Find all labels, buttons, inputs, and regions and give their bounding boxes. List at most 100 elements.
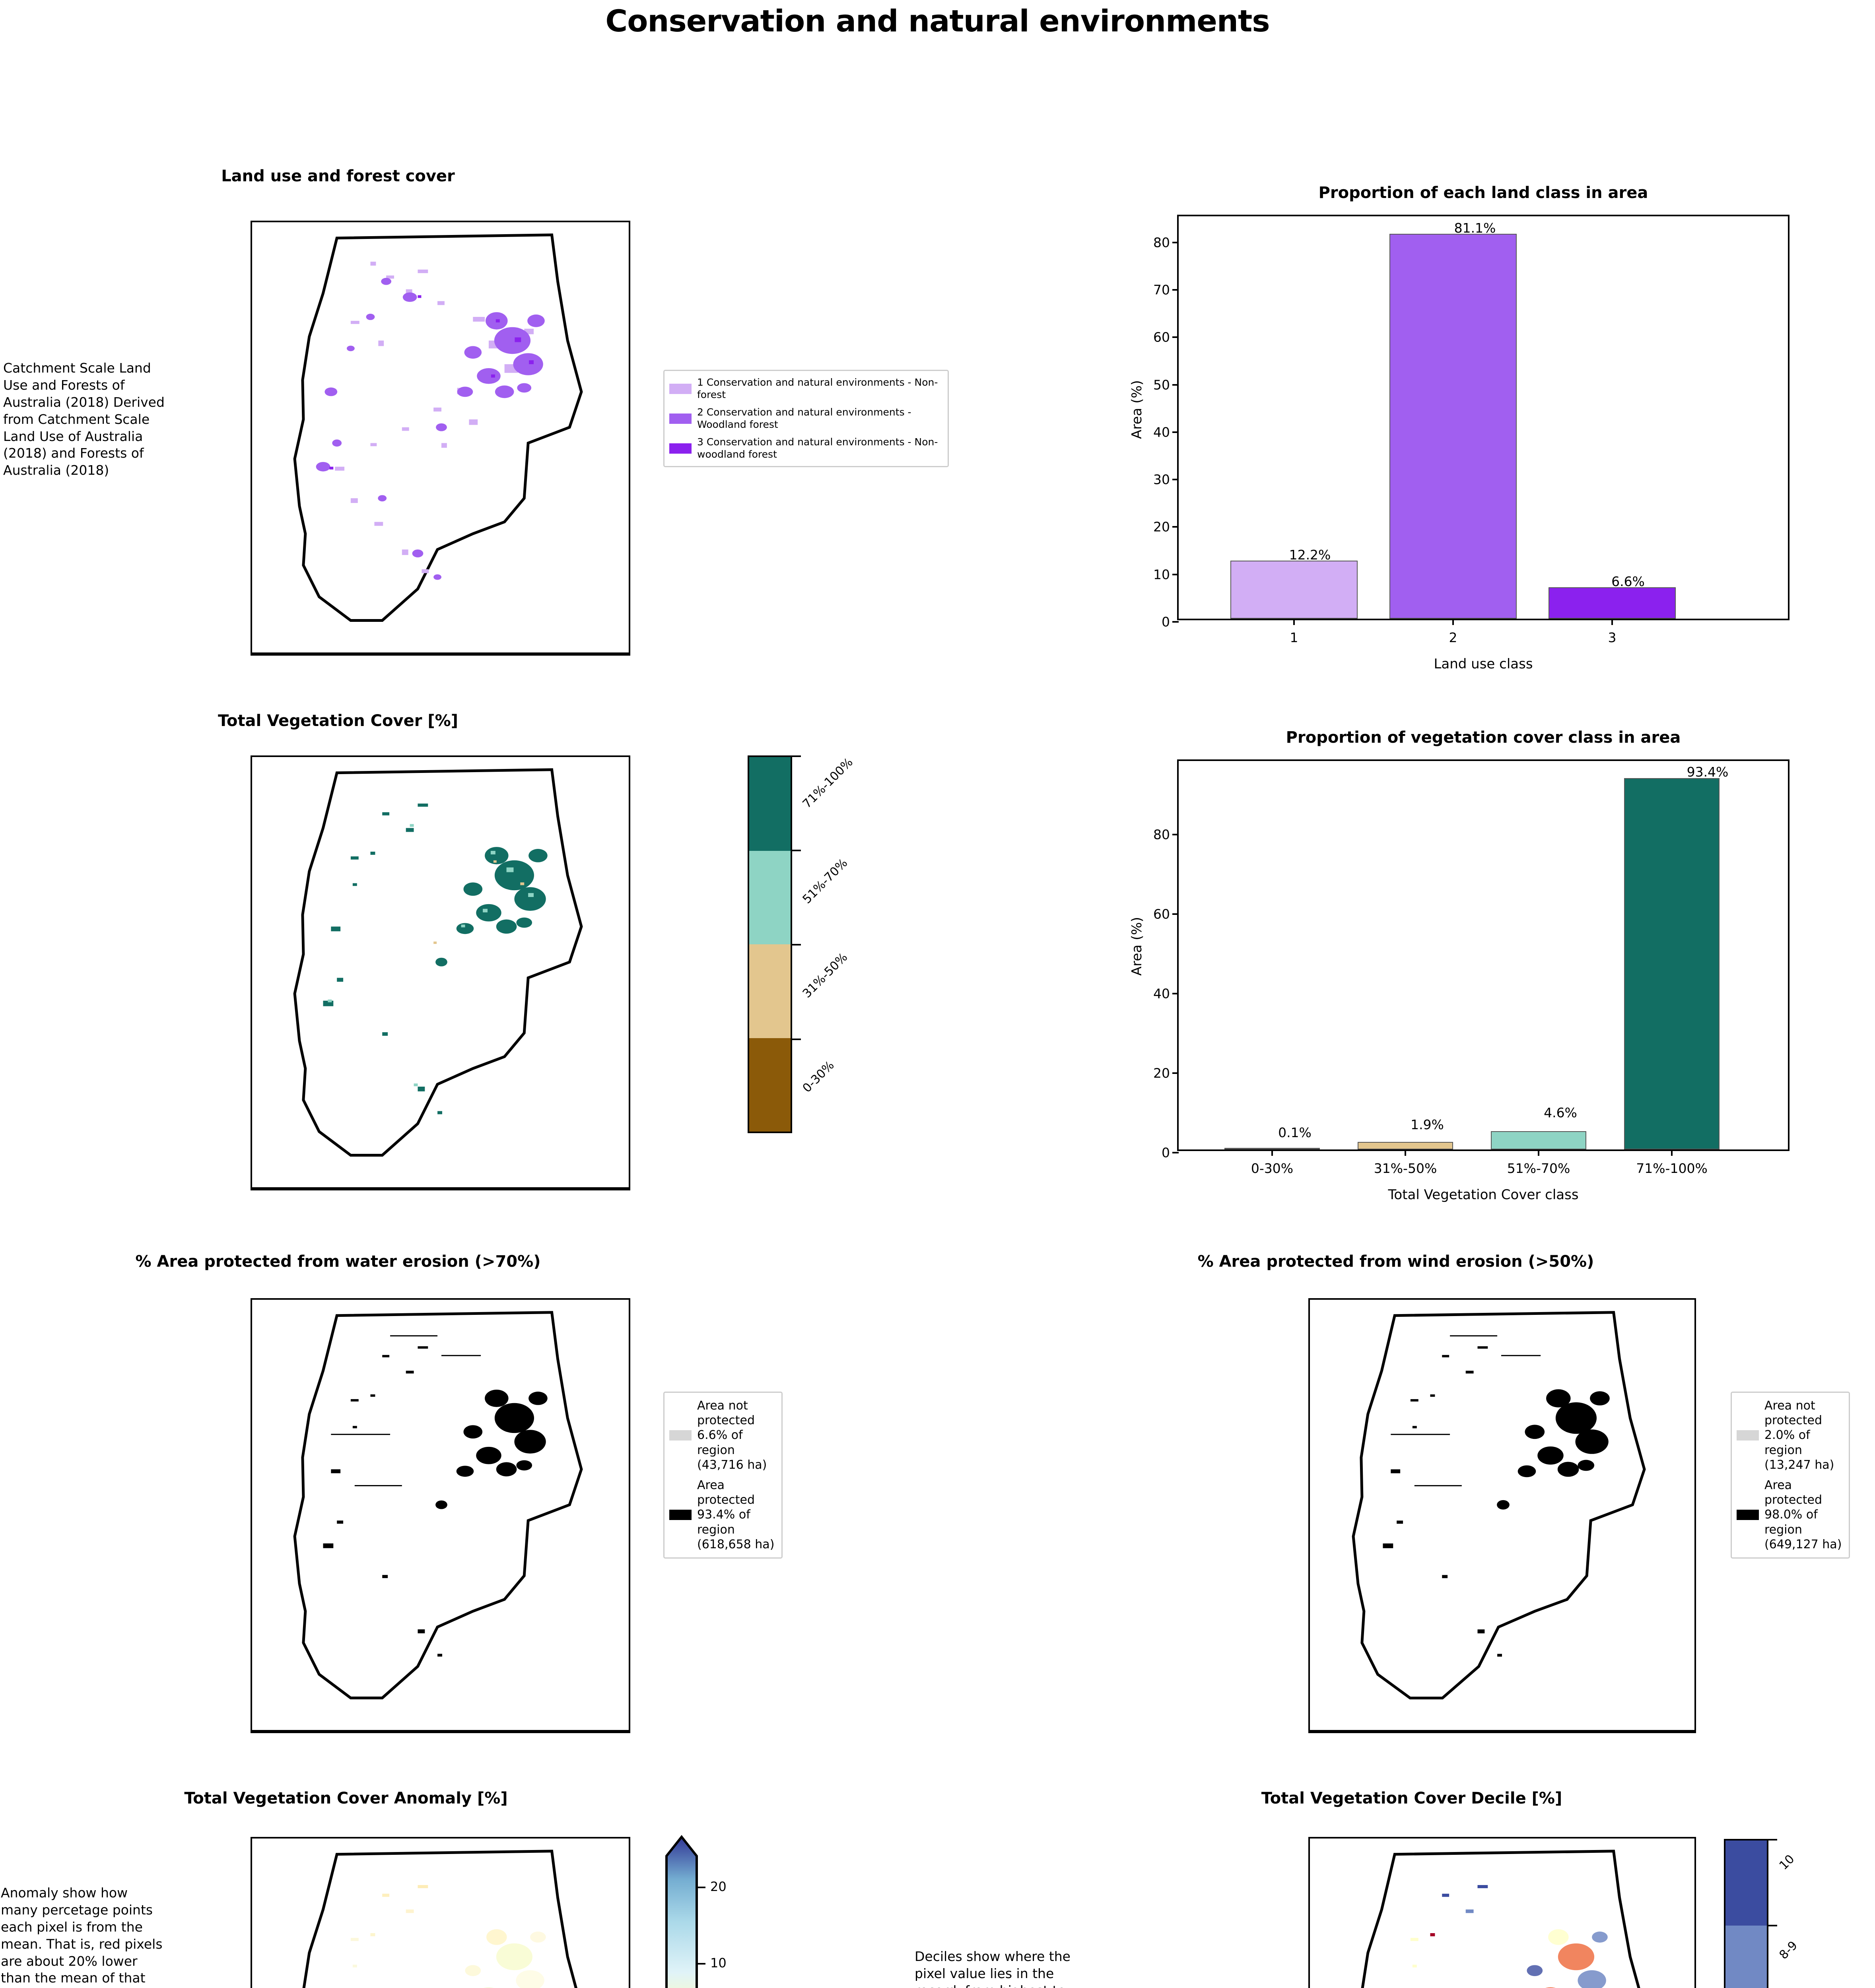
- bar-value-label: 93.4%: [1687, 764, 1729, 780]
- y-tick-label: 40: [1153, 986, 1170, 1002]
- wind-erosion-legend[interactable]: Area not protected 2.0% of region (13,24…: [1731, 1392, 1850, 1559]
- x-tick-label: 0-30%: [1251, 1161, 1294, 1176]
- x-tick-mark: [1405, 1149, 1406, 1156]
- chart-title: Proportion of each land class in area: [1318, 184, 1648, 202]
- x-tick-mark: [1271, 1149, 1273, 1156]
- bar-value-label: 1.9%: [1411, 1117, 1444, 1132]
- colorbar-tick: [697, 1887, 705, 1888]
- page-title: Conservation and natural environments: [605, 3, 1270, 39]
- colorbar-label: 31%-50%: [800, 950, 851, 1001]
- landclass-bar-chart[interactable]: Proportion of each land class in area Ar…: [1129, 184, 1790, 672]
- colorbar-tick: [1768, 1925, 1777, 1926]
- landuse-map-title: Land use and forest cover: [221, 167, 455, 185]
- water-erosion-legend[interactable]: Area not protected 6.6% of region (43,71…: [663, 1392, 783, 1559]
- map-axis-bottom: [251, 654, 630, 656]
- water-erosion-map-title: % Area protected from water erosion (>70…: [135, 1252, 541, 1271]
- y-tick-mark: [1172, 1072, 1179, 1074]
- y-axis-label: Area (%): [1129, 917, 1145, 976]
- bar-value-label: 81.1%: [1454, 220, 1496, 236]
- colorbar-tick-label: 10: [710, 1955, 727, 1971]
- y-tick-label: 0: [1162, 614, 1170, 630]
- colorbar-tick: [792, 850, 801, 851]
- landuse-legend[interactable]: 1 Conservation and natural environments …: [663, 370, 949, 467]
- bar-veg-class-71-100[interactable]: [1624, 778, 1720, 1149]
- y-tick-mark: [1172, 913, 1179, 915]
- vegcover-map[interactable]: [251, 755, 630, 1189]
- landuse-map[interactable]: [251, 221, 630, 654]
- bar-land-class-3[interactable]: [1549, 587, 1676, 619]
- colorbar-segment-71-100: [749, 757, 791, 851]
- map-axis-bottom: [251, 1732, 630, 1733]
- color-swatch-class-1: [669, 383, 692, 394]
- colorbar-segment-51-70: [749, 850, 791, 944]
- chart-title: Proportion of vegetation cover class in …: [1286, 728, 1681, 747]
- y-tick-label: 60: [1153, 329, 1170, 345]
- legend-item[interactable]: Area protected 98.0% of region (649,127 …: [1737, 1478, 1843, 1552]
- x-axis-label: Land use class: [1434, 656, 1533, 672]
- legend-item[interactable]: Area not protected 2.0% of region (13,24…: [1737, 1398, 1843, 1472]
- bar-land-class-2[interactable]: [1389, 234, 1517, 619]
- catchment-boundary-landuse: [293, 233, 583, 622]
- x-tick-mark: [1611, 619, 1613, 625]
- legend-label: Area not protected 6.6% of region (43,71…: [697, 1399, 767, 1472]
- map-axis-bottom: [251, 1189, 630, 1190]
- y-tick-label: 20: [1153, 519, 1170, 535]
- bar-veg-class-0-30[interactable]: [1224, 1148, 1320, 1149]
- y-tick-mark: [1172, 336, 1179, 338]
- color-swatch-protected: [1737, 1509, 1759, 1520]
- anomaly-map[interactable]: [251, 1837, 630, 1988]
- y-tick-label: 40: [1153, 424, 1170, 440]
- bar-veg-class-51-70[interactable]: [1491, 1131, 1586, 1149]
- y-tick-mark: [1172, 241, 1179, 243]
- bar-land-class-1[interactable]: [1230, 561, 1358, 619]
- vegcover-colorbar[interactable]: [748, 755, 792, 1133]
- decile-colorbar[interactable]: [1724, 1839, 1768, 1988]
- decile-map[interactable]: [1308, 1837, 1696, 1988]
- bar-value-label: 12.2%: [1289, 547, 1331, 563]
- anomaly-colorbar[interactable]: [661, 1832, 703, 1988]
- color-swatch-not-protected: [669, 1430, 692, 1441]
- catchment-boundary-vegcover: [293, 768, 583, 1157]
- colorbar-tick: [792, 755, 801, 757]
- legend-item[interactable]: 3 Conservation and natural environments …: [669, 436, 942, 460]
- legend-item[interactable]: Area not protected 6.6% of region (43,71…: [669, 1398, 776, 1472]
- legend-item[interactable]: Area protected 93.4% of region (618,658 …: [669, 1478, 776, 1552]
- y-tick-mark: [1172, 573, 1179, 575]
- legend-label: Area protected 93.4% of region (618,658 …: [697, 1478, 775, 1551]
- legend-item[interactable]: 1 Conservation and natural environments …: [669, 377, 942, 401]
- y-axis-label: Area (%): [1129, 380, 1145, 439]
- y-tick-label: 50: [1153, 377, 1170, 392]
- y-tick-mark: [1172, 834, 1179, 835]
- y-tick-mark: [1172, 526, 1179, 528]
- y-tick-mark: [1172, 431, 1179, 433]
- x-tick-label: 1: [1290, 630, 1298, 645]
- anomaly-map-title: Total Vegetation Cover Anomaly [%]: [184, 1789, 508, 1807]
- vegclass-bar-chart[interactable]: Proportion of vegetation cover class in …: [1129, 728, 1790, 1203]
- legend-label: 3 Conservation and natural environments …: [697, 436, 938, 460]
- legend-item[interactable]: 2 Conservation and natural environments …: [669, 406, 942, 431]
- y-tick-label: 80: [1153, 235, 1170, 250]
- wind-erosion-map[interactable]: [1308, 1298, 1696, 1732]
- catchment-boundary-anomaly: [302, 1850, 578, 1988]
- y-tick-label: 20: [1153, 1065, 1170, 1081]
- colorbar-label: 8-9: [1776, 1938, 1801, 1962]
- landuse-source-note: Catchment Scale Land Use and Forests of …: [3, 360, 165, 478]
- colorbar-label: 71%-100%: [800, 755, 856, 811]
- x-tick-label: 2: [1449, 630, 1457, 645]
- colorbar-segment-10: [1725, 1840, 1767, 1926]
- water-erosion-map[interactable]: [251, 1298, 630, 1732]
- bar-value-label: 0.1%: [1278, 1125, 1312, 1140]
- plot-area: 0 10 20 30 40 50 60 70 80 12.2% 81.1% 6.…: [1153, 215, 1790, 645]
- colorbar-tick: [1768, 1839, 1777, 1840]
- y-tick-mark: [1172, 993, 1179, 994]
- catchment-boundary-water-erosion: [293, 1311, 583, 1700]
- y-tick-mark: [1172, 479, 1179, 481]
- decile-explainer-note: Deciles show where the pixel value lies …: [915, 1949, 1071, 1988]
- catchment-boundary-decile: [1361, 1850, 1640, 1988]
- x-tick-label: 31%-50%: [1374, 1161, 1437, 1176]
- bar-veg-class-31-50[interactable]: [1358, 1142, 1453, 1149]
- x-axis-label: Total Vegetation Cover class: [1388, 1187, 1579, 1203]
- anomaly-explainer-note: Anomaly show how many percetage points e…: [1, 1885, 163, 1988]
- y-tick-label: 60: [1153, 906, 1170, 922]
- legend-label: 2 Conservation and natural environments …: [697, 406, 911, 430]
